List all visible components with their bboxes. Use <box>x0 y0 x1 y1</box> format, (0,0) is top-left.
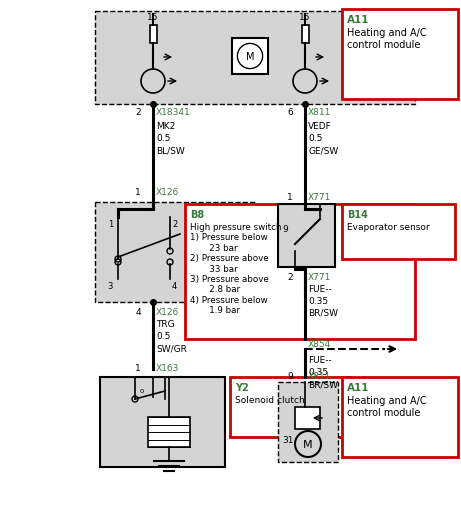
Bar <box>232 39 268 75</box>
Text: BR/SW: BR/SW <box>308 309 338 317</box>
Bar <box>230 377 350 437</box>
Text: X163: X163 <box>156 363 179 372</box>
Text: 2: 2 <box>136 108 141 117</box>
Bar <box>95 12 415 105</box>
Bar <box>100 377 225 467</box>
Text: 6: 6 <box>287 108 293 117</box>
Text: BL/SW: BL/SW <box>156 146 185 155</box>
Text: 3: 3 <box>107 281 113 290</box>
Text: X854: X854 <box>308 339 331 348</box>
Text: High pressure switch
1) Pressure below
       23 bar
2) Pressure above
       33: High pressure switch 1) Pressure below 2… <box>190 223 282 315</box>
Text: M: M <box>303 439 313 449</box>
Text: o: o <box>140 387 144 393</box>
Bar <box>278 382 338 462</box>
Text: 2: 2 <box>172 220 177 229</box>
Text: 1: 1 <box>135 363 141 372</box>
Text: Heating and A/C
control module: Heating and A/C control module <box>347 395 426 417</box>
Text: X811: X811 <box>308 108 331 117</box>
Text: B8: B8 <box>190 210 204 220</box>
Text: X771: X771 <box>308 192 331 201</box>
Text: 9: 9 <box>282 225 288 234</box>
Text: 1: 1 <box>287 192 293 201</box>
Text: X126: X126 <box>156 188 179 196</box>
Text: A11: A11 <box>347 382 370 392</box>
Bar <box>149 26 156 44</box>
Bar <box>148 417 190 447</box>
Text: 15: 15 <box>147 13 159 22</box>
Text: X126: X126 <box>156 308 179 316</box>
Text: 0.35: 0.35 <box>308 296 328 306</box>
Text: X18341: X18341 <box>156 108 191 117</box>
Bar <box>342 377 458 457</box>
Text: FUE--: FUE-- <box>308 284 332 293</box>
Text: MK2: MK2 <box>156 122 175 131</box>
Text: Heating and A/C
control module: Heating and A/C control module <box>347 28 426 49</box>
Text: GE/SW: GE/SW <box>308 146 338 155</box>
Text: TRG: TRG <box>156 319 175 328</box>
Text: M: M <box>246 52 254 62</box>
Text: VEDF: VEDF <box>308 122 332 131</box>
Text: 4: 4 <box>136 308 141 316</box>
Text: 0.5: 0.5 <box>156 134 171 143</box>
Bar <box>185 205 415 339</box>
Text: B14: B14 <box>347 210 368 220</box>
Text: A11: A11 <box>347 15 370 25</box>
Bar <box>295 407 320 429</box>
Text: BR/SW: BR/SW <box>308 379 338 388</box>
Text: X811: X811 <box>308 371 331 380</box>
Text: 0.5: 0.5 <box>156 331 171 340</box>
Text: 1: 1 <box>108 220 113 229</box>
Text: X771: X771 <box>308 273 331 281</box>
Text: 0.5: 0.5 <box>308 134 322 143</box>
Text: 15: 15 <box>299 13 311 22</box>
Bar <box>342 10 458 100</box>
Text: 9: 9 <box>287 371 293 380</box>
Bar <box>342 205 455 260</box>
Text: Evaporator sensor: Evaporator sensor <box>347 223 430 231</box>
Bar <box>95 203 255 302</box>
Bar <box>278 205 335 268</box>
Text: 4: 4 <box>172 281 177 290</box>
Text: 2: 2 <box>287 273 293 281</box>
Text: 0.35: 0.35 <box>308 367 328 376</box>
Text: Solenoid clutch: Solenoid clutch <box>235 395 305 404</box>
Text: 31: 31 <box>282 435 294 444</box>
Text: 1: 1 <box>135 188 141 196</box>
Bar <box>301 26 308 44</box>
Text: Y2: Y2 <box>235 382 249 392</box>
Text: SW/GR: SW/GR <box>156 343 187 352</box>
Text: FUE--: FUE-- <box>308 356 332 364</box>
